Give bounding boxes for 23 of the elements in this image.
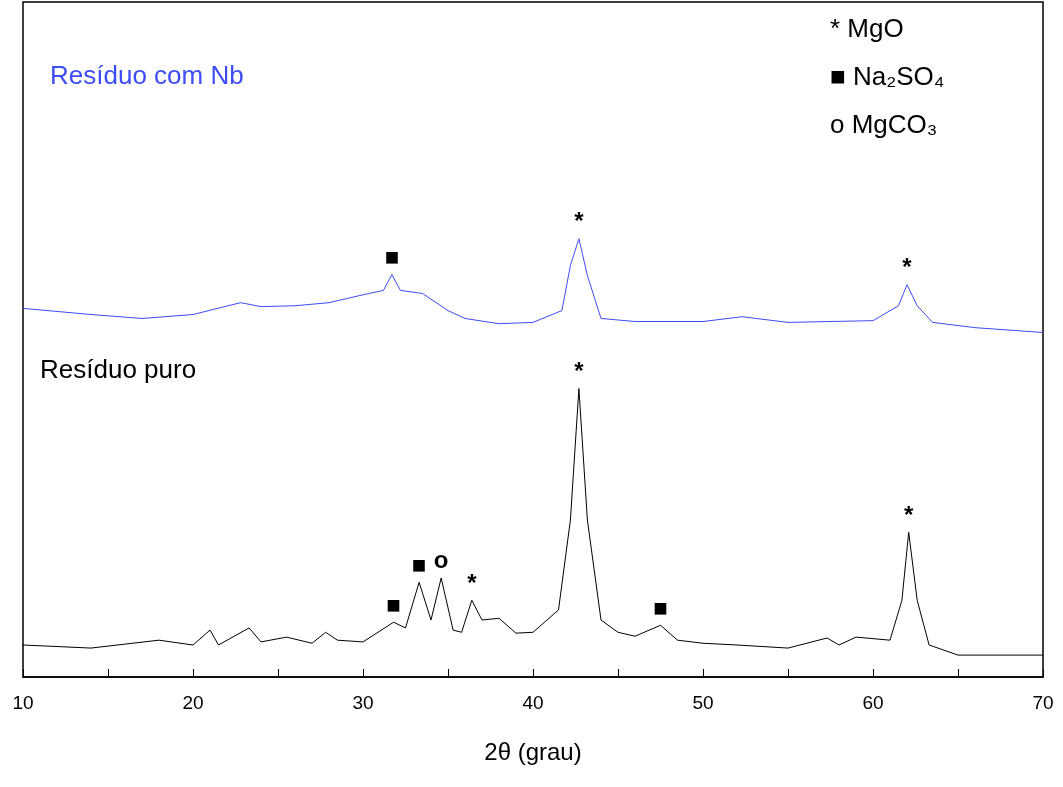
annotation: o xyxy=(433,546,449,574)
x-tick-label: 30 xyxy=(352,692,374,713)
text: o MgCO₃ xyxy=(830,109,938,139)
x-axis-title: 2θ (grau) xyxy=(484,737,582,765)
annotation: ■ xyxy=(411,550,427,578)
annotation: * xyxy=(574,357,585,385)
annotation: ■ xyxy=(384,243,400,271)
x-tick-label: 50 xyxy=(692,692,714,713)
x-tick-label: 70 xyxy=(1032,692,1054,713)
x-tick-label: 10 xyxy=(12,692,34,713)
x-tick-label: 60 xyxy=(862,692,884,713)
annotation: ■ xyxy=(653,593,668,621)
text: Resíduo puro xyxy=(40,354,197,384)
text: ■ Na₂SO₄ xyxy=(830,61,945,91)
annotation: * xyxy=(902,253,913,281)
annotation: ■ xyxy=(386,590,401,618)
x-tick-label: 20 xyxy=(182,692,204,713)
x-tick-label: 40 xyxy=(522,692,544,713)
annotation: * xyxy=(574,207,585,235)
text: Resíduo com Nb xyxy=(50,60,244,90)
text: * MgO xyxy=(830,13,904,43)
annotation: * xyxy=(467,568,478,596)
annotation: * xyxy=(904,500,915,528)
